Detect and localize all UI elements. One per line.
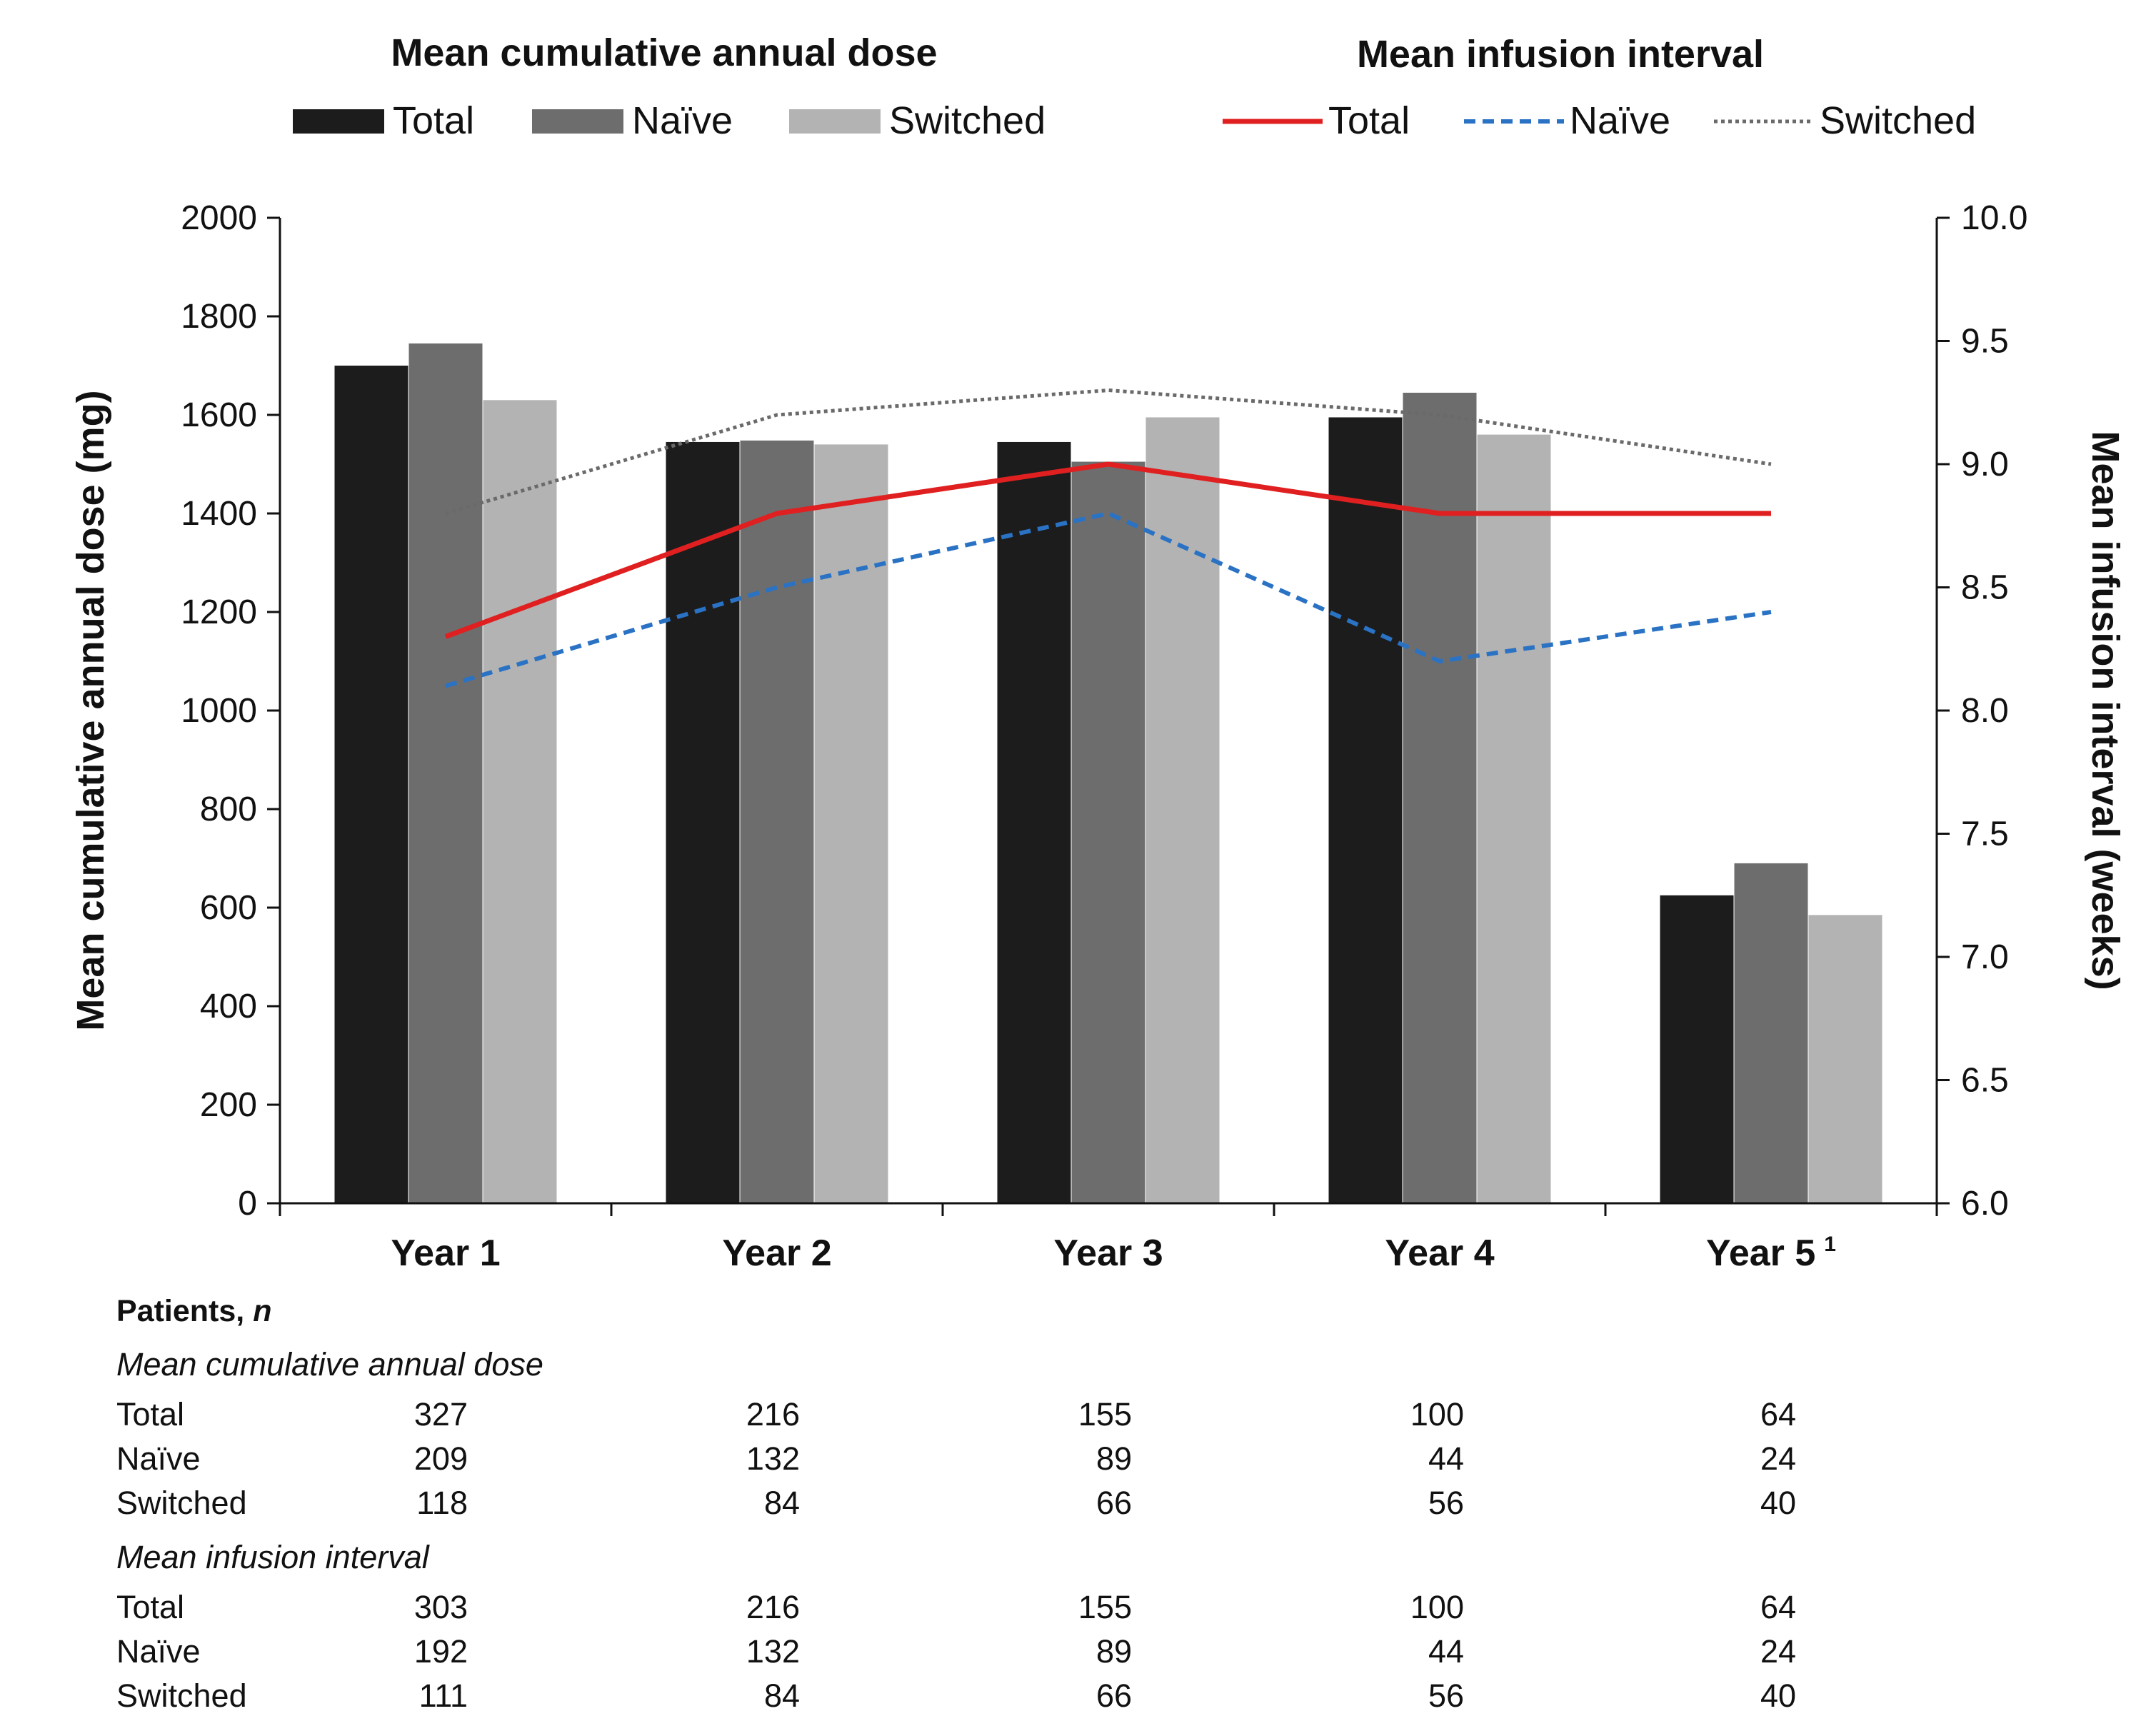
bar-nave-2 <box>740 440 814 1203</box>
table-cell: 24 <box>1760 1633 1796 1670</box>
y-tick-label: 1400 <box>181 495 257 533</box>
table-cell: 327 <box>413 1396 468 1433</box>
table-cell: 89 <box>1095 1633 1132 1670</box>
y-tick-label: 600 <box>200 889 257 927</box>
table-cell: 66 <box>1095 1485 1132 1521</box>
y-tick-label: 1600 <box>181 396 257 434</box>
bar-total-3 <box>997 441 1071 1204</box>
table-cell: 89 <box>1095 1440 1132 1477</box>
bar-switched-2 <box>814 444 888 1203</box>
y2-tick-label: 7.0 <box>1961 938 2009 976</box>
line-legend-label-total: Total <box>1328 99 1410 142</box>
line-nave <box>445 511 1772 688</box>
bar-switched-3 <box>1145 417 1220 1204</box>
table-cell: 56 <box>1428 1485 1464 1521</box>
patients-table-title: Patients, n <box>116 1294 271 1329</box>
table-row-label: Naïve <box>116 1633 201 1670</box>
bar-total-4 <box>1328 417 1403 1204</box>
table-cell: 84 <box>763 1677 800 1714</box>
bar-total-1 <box>334 366 408 1203</box>
y-tick-label: 200 <box>200 1086 257 1124</box>
table-cell: 216 <box>746 1396 800 1433</box>
line-total <box>444 461 1771 639</box>
y2-tick-label: 8.5 <box>1961 569 2009 607</box>
y2-tick-label: 10.0 <box>1961 199 2027 237</box>
table-cell: 56 <box>1428 1677 1464 1714</box>
bar-nave-5 <box>1734 863 1808 1203</box>
y-tick-label: 2000 <box>181 199 257 237</box>
table-cell: 118 <box>416 1485 468 1521</box>
table-section-title: Mean infusion interval <box>116 1539 429 1575</box>
table-row-label: Switched <box>116 1677 247 1714</box>
bar-legend-swatch-switched <box>789 109 881 134</box>
table-cell: 64 <box>1760 1589 1796 1625</box>
table-row-label: Switched <box>116 1485 247 1521</box>
bar-legend-label-switched: Switched <box>889 99 1046 142</box>
table-row-label: Total <box>116 1396 185 1433</box>
line-switched <box>445 388 1772 516</box>
x-tick-label: Year 4 <box>1385 1233 1494 1274</box>
line-legend-title: Mean infusion interval <box>1357 33 1764 76</box>
bar-legend-label-total: Total <box>393 99 474 142</box>
line-legend-label-switched: Switched <box>1820 99 1976 142</box>
table-cell: 64 <box>1760 1396 1796 1433</box>
bar-nave-4 <box>1403 392 1477 1204</box>
table-cell: 132 <box>746 1633 800 1670</box>
y2-axis-title: Mean infusion interval (weeks) <box>2084 431 2127 990</box>
table-row-label: Naïve <box>116 1440 201 1477</box>
table-cell: 111 <box>418 1677 468 1714</box>
table-cell: 132 <box>746 1440 800 1477</box>
bar-legend-swatch-total <box>293 109 384 134</box>
footnote-marker: 1 <box>1824 1233 1836 1256</box>
y-tick-label: 400 <box>200 988 257 1025</box>
y2-tick-label: 6.5 <box>1961 1062 2009 1100</box>
table-cell: 155 <box>1078 1396 1132 1433</box>
x-tick-label: Year 2 <box>722 1233 831 1274</box>
y-tick-label: 1200 <box>181 593 257 631</box>
y2-tick-label: 9.5 <box>1961 323 2009 361</box>
bar-nave-3 <box>1071 461 1145 1203</box>
table-cell: 100 <box>1410 1589 1464 1625</box>
y2-tick-label: 9.0 <box>1961 446 2009 483</box>
y2-tick-label: 8.0 <box>1961 692 2009 730</box>
table-cell: 66 <box>1095 1677 1132 1714</box>
patients-table-title-prefix: Patients, <box>116 1294 245 1328</box>
table-cell: 303 <box>413 1589 468 1625</box>
table-cell: 40 <box>1760 1677 1796 1714</box>
bar-total-2 <box>666 441 740 1204</box>
bar-switched-1 <box>483 400 557 1203</box>
y-tick-label: 0 <box>238 1185 257 1223</box>
table-cell: 100 <box>1410 1396 1464 1433</box>
bar-legend-title: Mean cumulative annual dose <box>391 31 937 74</box>
y-axis-title: Mean cumulative annual dose (mg) <box>69 390 112 1030</box>
table-section-title: Mean cumulative annual dose <box>116 1346 543 1383</box>
bar-nave-1 <box>408 343 483 1204</box>
y-tick-label: 1800 <box>181 298 257 336</box>
x-tick-label: Year 3 <box>1053 1233 1163 1274</box>
table-cell: 209 <box>413 1440 468 1477</box>
table-cell: 84 <box>763 1485 800 1521</box>
x-tick-label: Year 1 <box>391 1233 500 1274</box>
y-tick-label: 1000 <box>181 692 257 730</box>
bar-legend-swatch-nave <box>532 109 623 134</box>
bar-switched-5 <box>1808 915 1882 1203</box>
y2-tick-label: 6.0 <box>1961 1185 2009 1223</box>
table-cell: 216 <box>746 1589 800 1625</box>
table-cell: 155 <box>1078 1589 1132 1625</box>
table-cell: 44 <box>1428 1633 1464 1670</box>
patients-table-title-var: n <box>253 1294 272 1328</box>
y2-tick-label: 7.5 <box>1961 816 2009 853</box>
y-tick-label: 800 <box>200 791 257 828</box>
bar-switched-4 <box>1477 434 1551 1203</box>
table-cell: 44 <box>1428 1440 1464 1477</box>
line-legend-label-nave: Naïve <box>1570 99 1670 142</box>
table-row-label: Total <box>116 1589 185 1625</box>
bar-legend-label-nave: Naïve <box>632 99 733 142</box>
table-cell: 24 <box>1760 1440 1796 1477</box>
table-cell: 192 <box>413 1633 468 1670</box>
bar-total-5 <box>1660 895 1734 1203</box>
table-cell: 40 <box>1760 1485 1796 1521</box>
